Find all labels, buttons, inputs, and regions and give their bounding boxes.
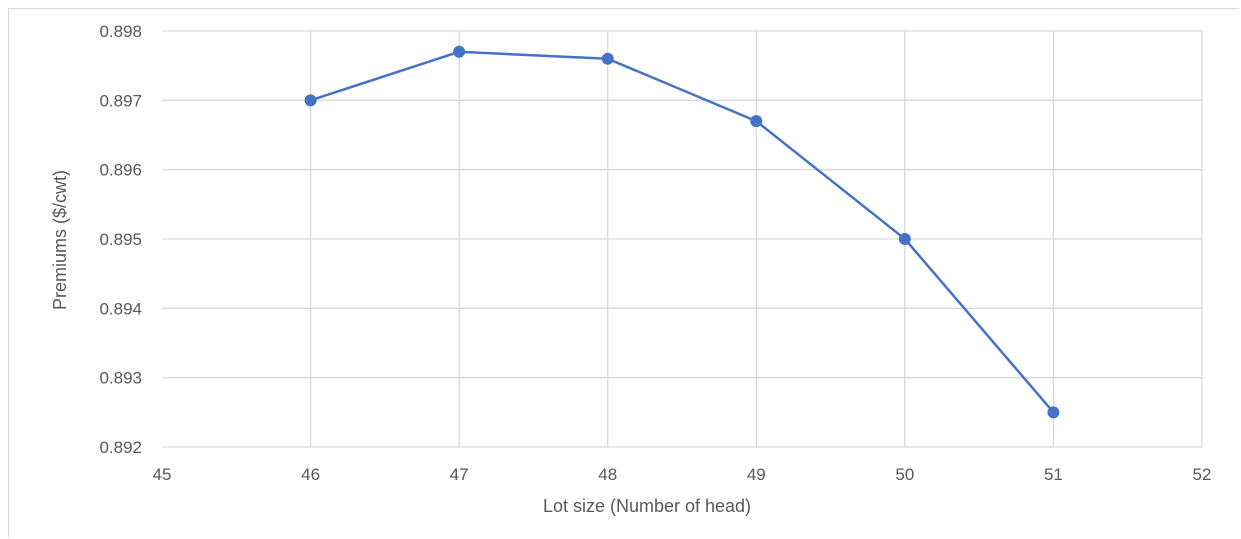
y-tick-label: 0.892 [99,438,142,457]
data-point [601,52,614,65]
x-axis-title: Lot size (Number of head) [543,496,751,516]
x-tick-label: 46 [301,465,320,484]
y-axis-ticks: 0.892 0.893 0.894 0.895 0.896 0.897 0.898 [99,22,142,457]
y-tick-label: 0.893 [99,369,142,388]
series-line [310,50,1055,414]
data-point [1047,406,1060,419]
data-series [304,45,1060,419]
y-tick-label: 0.898 [99,22,142,41]
y-tick-label: 0.897 [99,91,142,110]
y-axis-title: Premiums ($/cwt) [50,170,70,310]
y-tick-label: 0.894 [99,299,142,318]
data-point [304,94,317,107]
gridlines [162,30,1203,448]
x-tick-label: 50 [895,465,914,484]
x-tick-label: 49 [747,465,766,484]
x-axis-ticks: 45 46 47 48 49 50 51 52 [153,465,1212,484]
x-tick-label: 51 [1044,465,1063,484]
x-tick-label: 45 [153,465,172,484]
data-point [453,45,466,58]
x-tick-label: 52 [1193,465,1212,484]
data-point [750,115,763,128]
y-tick-label: 0.896 [99,161,142,180]
x-tick-label: 48 [598,465,617,484]
y-tick-label: 0.895 [99,230,142,249]
chart-frame [8,8,1239,537]
x-tick-label: 47 [450,465,469,484]
data-point [898,233,911,245]
